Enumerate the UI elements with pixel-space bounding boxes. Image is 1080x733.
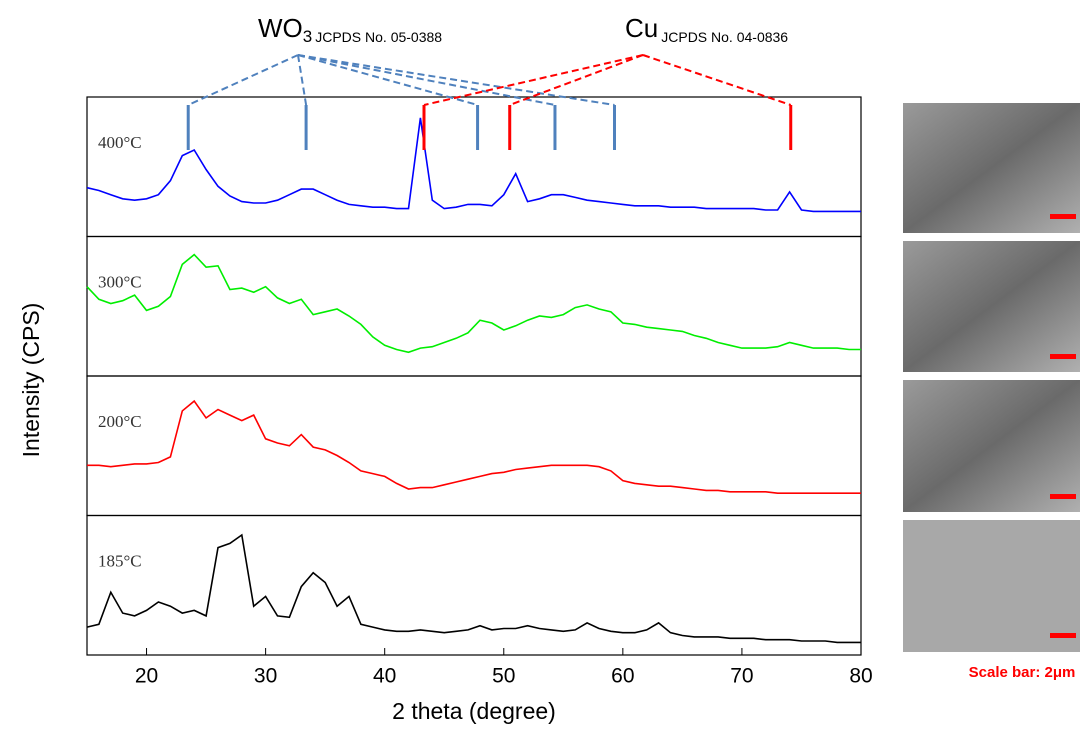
x-tick-label: 30 xyxy=(254,665,277,688)
sem-image xyxy=(903,241,1080,372)
sem-images xyxy=(903,103,1080,652)
x-tick-label: 50 xyxy=(492,665,515,688)
series-line xyxy=(86,533,861,644)
panel-frame xyxy=(86,514,862,656)
sem-image xyxy=(903,103,1080,233)
y-axis-label: Intensity (CPS) xyxy=(18,303,44,458)
reference-connector xyxy=(509,54,644,106)
scale-bar xyxy=(1050,494,1076,499)
series-line xyxy=(86,253,861,354)
series-label: 300°C xyxy=(98,272,142,291)
panel-frame xyxy=(86,235,862,377)
x-tick-label: 80 xyxy=(849,665,872,688)
reference-connector xyxy=(187,54,299,106)
x-tick-label: 20 xyxy=(135,665,158,688)
reference-label: Cu JCPDS No. 04-0836 xyxy=(625,13,788,45)
sem-image xyxy=(903,380,1080,512)
scale-bar xyxy=(1050,633,1076,638)
series-label: 200°C xyxy=(98,412,142,431)
reference-connector xyxy=(297,54,615,106)
reference-connector xyxy=(297,54,308,106)
scale-note: Scale bar: 2μm xyxy=(969,664,1076,681)
series-label: 185°C xyxy=(98,551,142,570)
reference-connector xyxy=(297,54,478,106)
reference-connector xyxy=(423,54,644,106)
series-line xyxy=(87,399,861,494)
reference-label: WO3 JCPDS No. 05-0388 xyxy=(258,13,442,47)
series-line xyxy=(86,117,861,213)
panel-frame xyxy=(86,375,862,517)
sem-image xyxy=(903,520,1080,652)
scale-bar xyxy=(1050,214,1076,219)
reference-note: JCPDS No. 05-0388 xyxy=(315,29,442,45)
reference-note: JCPDS No. 04-0836 xyxy=(661,29,788,45)
reference-name: Cu xyxy=(625,13,658,43)
scale-bar xyxy=(1050,354,1076,359)
x-tick-label: 40 xyxy=(373,665,396,688)
reference-subscript: 3 xyxy=(303,27,312,46)
panel-frame xyxy=(86,96,862,238)
reference-connector xyxy=(642,54,792,106)
x-axis-label: 2 theta (degree) xyxy=(392,698,556,724)
x-tick-label: 70 xyxy=(730,665,753,688)
series-label: 400°C xyxy=(98,133,142,152)
x-tick-label: 60 xyxy=(611,665,634,688)
reference-name: WO xyxy=(258,13,303,43)
